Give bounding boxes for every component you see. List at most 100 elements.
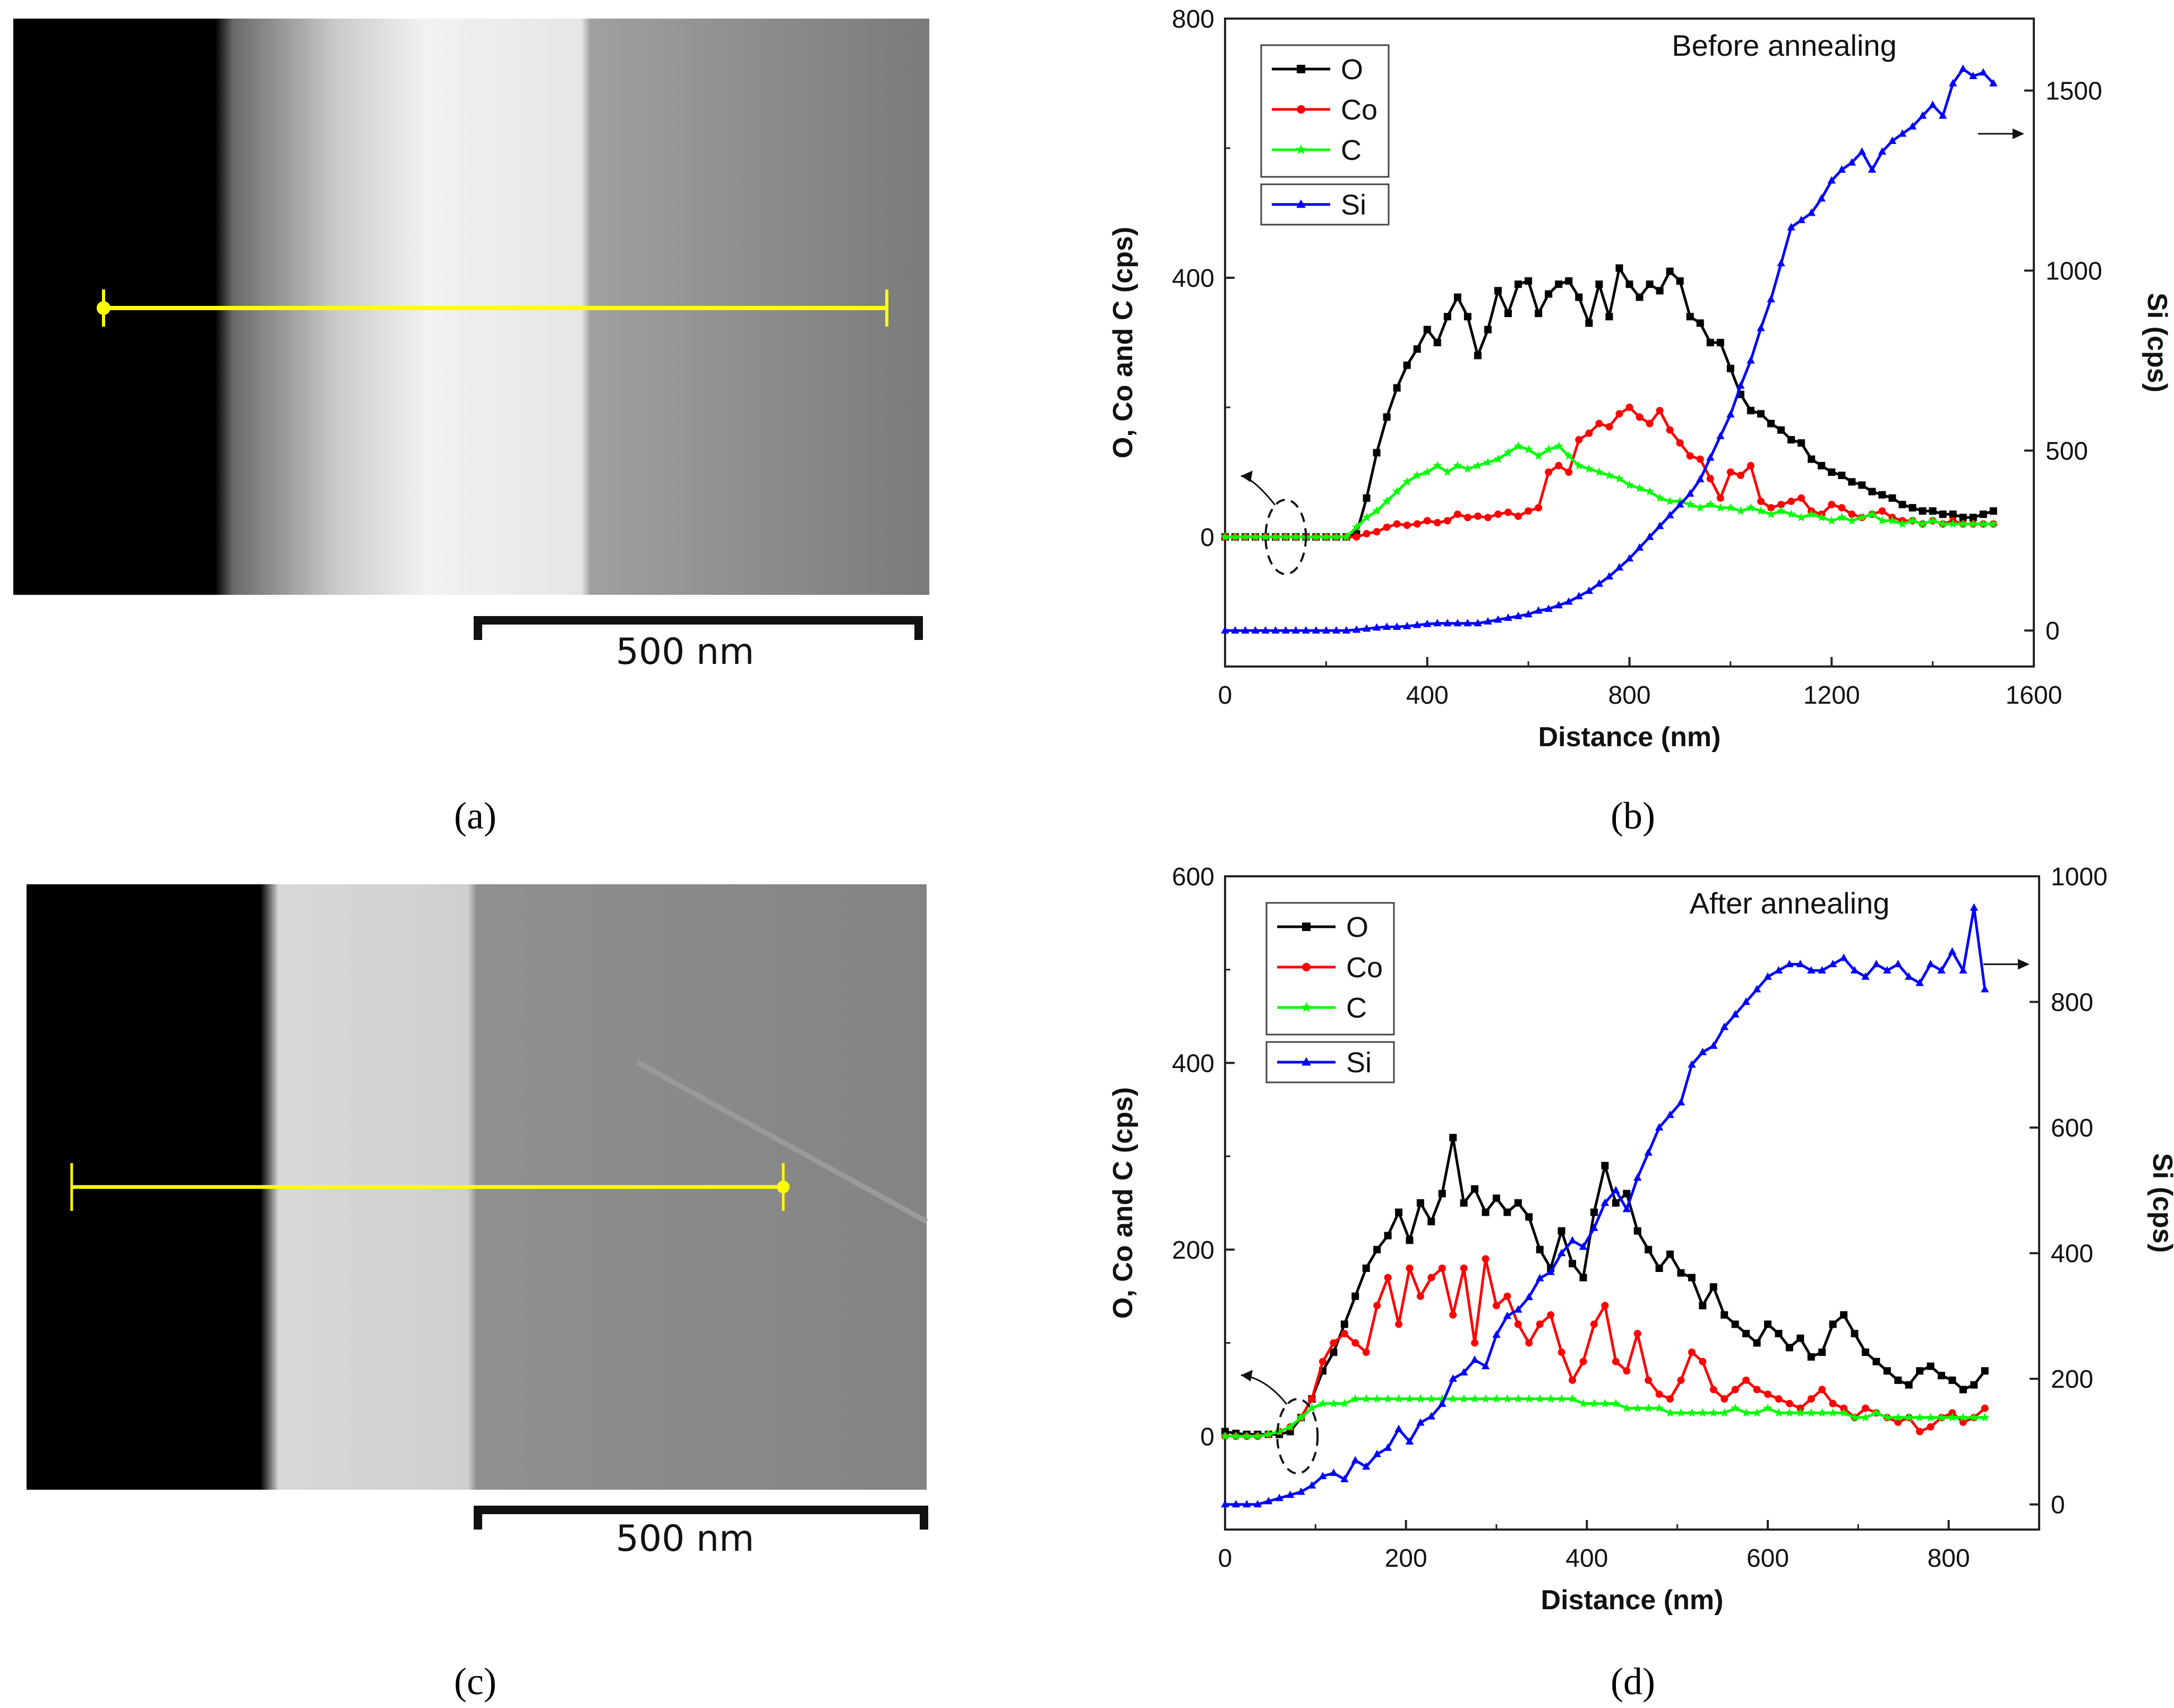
data-point-co <box>1535 504 1543 512</box>
data-point-si <box>1949 79 1957 87</box>
data-point-o <box>1888 494 1896 502</box>
y2-tick-label: 1000 <box>2051 863 2108 891</box>
dashed-ellipse <box>1276 1398 1319 1475</box>
data-point-co <box>1828 501 1836 508</box>
data-point-si <box>1322 626 1331 634</box>
data-point-c <box>1839 1408 1848 1417</box>
data-point-o <box>1645 1245 1653 1253</box>
scale-bar-c: 500 nm <box>474 1506 928 1560</box>
data-point-co <box>1646 420 1654 428</box>
data-point-c <box>1589 1398 1599 1408</box>
scale-bar-label-a: 500 nm <box>616 631 755 673</box>
data-point-o <box>1838 472 1846 480</box>
data-point-c <box>1483 457 1493 467</box>
data-point-si <box>1564 597 1573 605</box>
data-point-co <box>1504 508 1512 516</box>
data-point-si <box>1275 1493 1283 1501</box>
data-point-c <box>1402 477 1412 486</box>
data-point-si <box>1861 972 1870 980</box>
y2-tick-label: 0 <box>2051 1491 2065 1519</box>
data-point-c <box>1534 451 1543 460</box>
data-point-c <box>1574 460 1584 470</box>
data-point-co <box>1525 1339 1533 1347</box>
y-tick-label: 200 <box>1172 1236 1214 1265</box>
data-point-o <box>1482 1208 1490 1216</box>
chart-b: 0 400 800 1200 1600 0 400 800 0 500 1000 1500 Distan… <box>1108 5 2172 753</box>
data-point-si <box>1392 622 1401 630</box>
data-point-o <box>1423 326 1431 334</box>
data-point-co <box>1716 494 1724 502</box>
data-point-si <box>1858 147 1867 155</box>
micrograph-c: 500 nm (c) <box>27 884 928 1703</box>
data-point-c <box>1513 441 1523 450</box>
data-point-co <box>1709 1386 1717 1394</box>
chart-annotation: Before annealing <box>1672 29 1896 62</box>
data-point-c <box>1807 509 1816 518</box>
data-point-si <box>1655 1123 1664 1131</box>
data-point-si <box>1231 626 1239 634</box>
data-point-si <box>1807 966 1816 974</box>
y2-tick-label: 0 <box>2045 617 2060 645</box>
data-point-si <box>1797 216 1805 224</box>
legend-label-o: O <box>1341 54 1363 86</box>
data-point-co <box>1482 1255 1490 1263</box>
data-point-si <box>1828 960 1837 968</box>
data-point-c <box>1351 522 1362 532</box>
data-point-c <box>1329 1398 1339 1408</box>
data-point-co <box>1340 1330 1348 1337</box>
data-point-co <box>1395 1320 1403 1328</box>
data-point-c <box>1882 1413 1892 1422</box>
data-point-o <box>1362 1265 1370 1272</box>
data-point-c <box>1716 503 1725 512</box>
data-point-o <box>1363 494 1371 502</box>
data-point-o <box>1753 1339 1761 1347</box>
data-point-si <box>1231 1500 1240 1508</box>
data-point-o <box>1676 277 1684 285</box>
data-point-c <box>1915 1413 1924 1422</box>
data-point-si <box>1655 522 1664 530</box>
legend-label-si: Si <box>1346 1047 1372 1079</box>
data-point-si <box>1726 410 1735 418</box>
data-point-co <box>1666 1395 1674 1403</box>
data-point-o <box>1916 1367 1924 1375</box>
data-point-c <box>1857 513 1867 522</box>
chart-annotation: After annealing <box>1690 886 1890 920</box>
data-point-c <box>1463 464 1473 473</box>
data-point-co <box>1384 1274 1392 1282</box>
data-point-c <box>1231 1431 1241 1440</box>
data-point-o <box>1981 1367 1989 1375</box>
data-point-c <box>1979 519 1988 528</box>
data-point-o <box>1731 1320 1739 1328</box>
data-point-o <box>1646 280 1654 288</box>
data-point-si <box>1827 176 1836 184</box>
data-point-si <box>1243 1500 1251 1508</box>
y2-tick-label: 400 <box>2051 1240 2093 1268</box>
data-point-si <box>1868 165 1877 173</box>
data-point-si <box>1959 966 1967 974</box>
data-point-c <box>1544 445 1553 454</box>
data-point-co <box>1547 1311 1555 1319</box>
data-point-c <box>1719 1408 1729 1417</box>
x-tick-label: 800 <box>1928 1544 1970 1573</box>
data-point-c <box>1480 1394 1491 1403</box>
plot-frame <box>1224 875 2040 1531</box>
data-point-si <box>1514 1305 1522 1313</box>
data-point-si <box>1373 1449 1381 1457</box>
data-point-si <box>1937 966 1946 974</box>
data-point-c <box>1453 460 1462 470</box>
linescan-end-dot-c <box>777 1181 790 1193</box>
y-tick-label: 400 <box>1172 264 1214 293</box>
data-point-si <box>1688 1060 1696 1068</box>
data-point-co <box>1545 468 1553 476</box>
data-point-c <box>1383 1394 1393 1403</box>
data-point-c <box>1948 519 1958 528</box>
data-point-co <box>1655 1390 1663 1398</box>
data-point-c <box>1546 1394 1555 1403</box>
data-point-c <box>1564 451 1573 460</box>
data-point-si <box>1981 985 1989 993</box>
data-point-o <box>1373 1245 1381 1253</box>
data-point-c <box>1594 467 1604 476</box>
data-point-co <box>1777 501 1785 508</box>
data-point-c <box>1828 1408 1838 1417</box>
data-point-co <box>1623 1367 1631 1375</box>
